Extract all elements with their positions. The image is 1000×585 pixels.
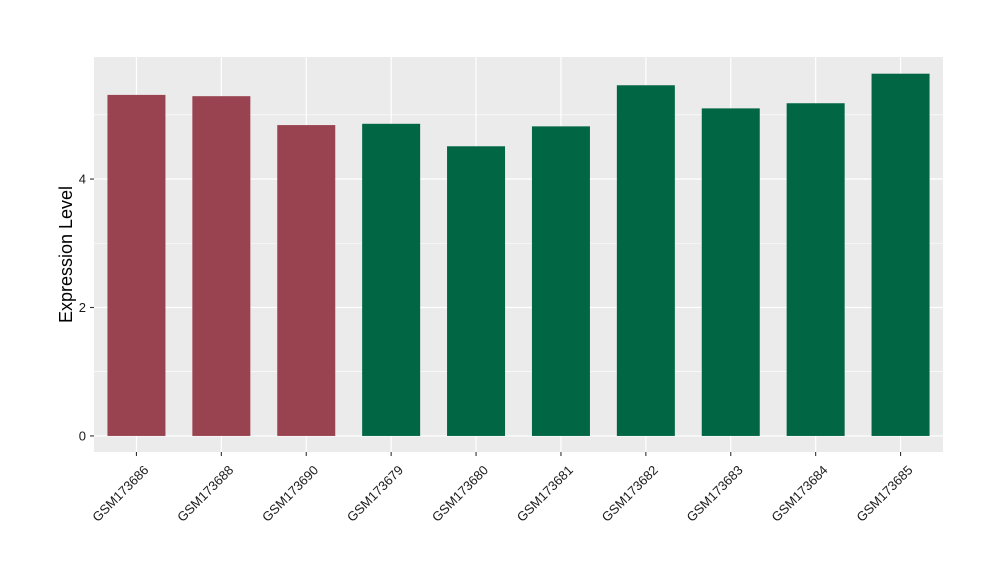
y-tick-label: 0 — [79, 428, 86, 443]
bar-GSM173684 — [786, 103, 845, 436]
bar-GSM173685 — [871, 73, 930, 436]
bar-GSM173681 — [531, 126, 590, 436]
x-tick-label: GSM173690 — [259, 462, 321, 524]
y-tick-label: 4 — [79, 172, 86, 187]
bar-GSM173680 — [447, 146, 506, 436]
x-tick-label: GSM173681 — [514, 462, 576, 524]
x-tick-label: GSM173684 — [768, 462, 830, 524]
y-axis-title: Expression Level — [56, 186, 76, 323]
bar-GSM173683 — [701, 108, 760, 436]
x-tick-label: GSM173680 — [429, 462, 491, 524]
x-tick-label: GSM173688 — [174, 462, 236, 524]
x-tick-label: GSM173686 — [89, 462, 151, 524]
x-tick-label: GSM173685 — [853, 462, 915, 524]
bar-GSM173679 — [362, 123, 421, 436]
bars — [107, 73, 930, 436]
bar-GSM173688 — [192, 96, 251, 436]
x-tick-label: GSM173682 — [599, 462, 661, 524]
y-tick-label: 2 — [79, 300, 86, 315]
bar-GSM173686 — [107, 94, 166, 436]
bar-GSM173690 — [277, 125, 336, 436]
x-tick-label: GSM173683 — [684, 462, 746, 524]
x-tick-label: GSM173679 — [344, 462, 406, 524]
bar-GSM173682 — [616, 85, 675, 436]
